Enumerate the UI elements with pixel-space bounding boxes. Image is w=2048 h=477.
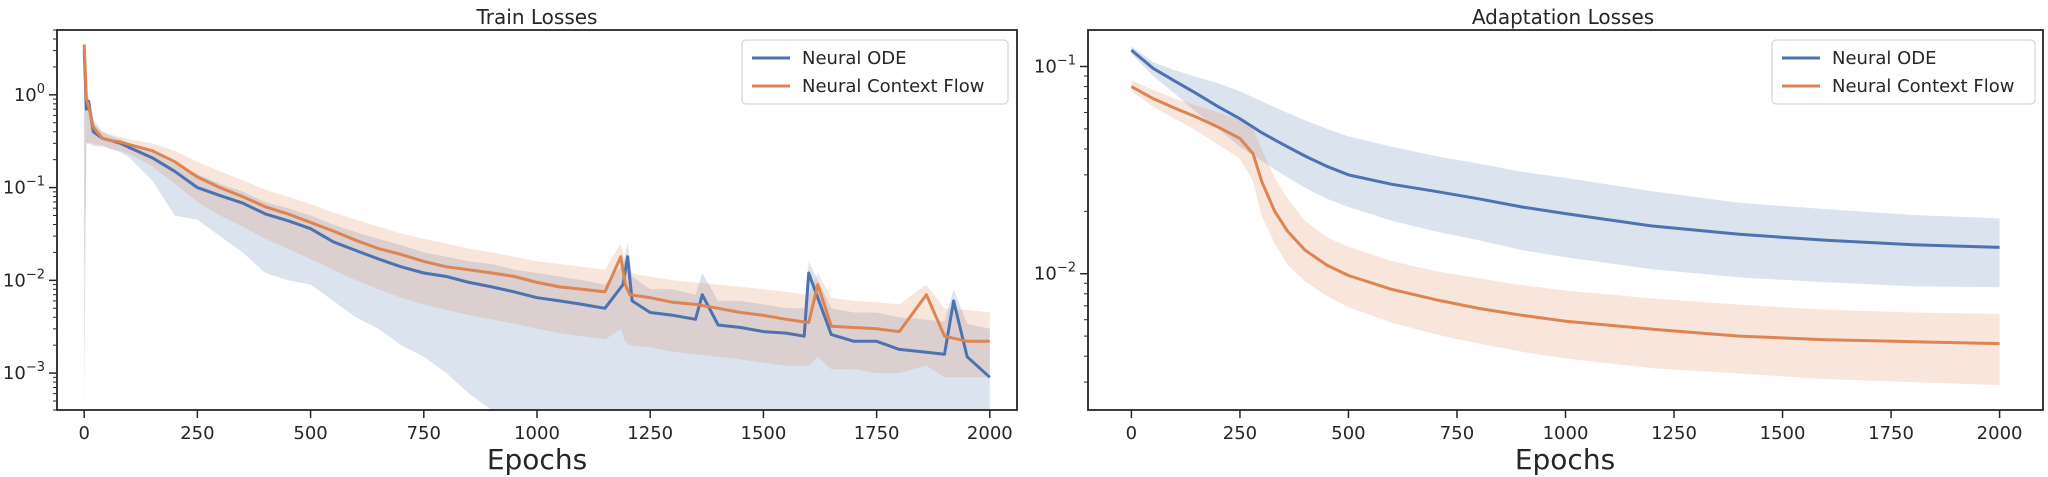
y-tick-label: 10−3 bbox=[3, 360, 45, 384]
x-tick-label: 1250 bbox=[1651, 423, 1697, 444]
x-tick-label: 1750 bbox=[1868, 423, 1914, 444]
chart-panel-adaptation-losses: Adaptation Losses 0 250 500 750 1000 1250 1500… bbox=[1034, 5, 2044, 476]
x-tick-label: 0 bbox=[78, 423, 89, 444]
band-neural-context-flow bbox=[1131, 80, 2000, 386]
x-tick-label: 1250 bbox=[627, 423, 673, 444]
legend: Neural ODE Neural Context Flow bbox=[1771, 39, 2036, 105]
chart-panel-train-losses: Train Losses 0 250 500 750 1000 1250 1500 1750 2… bbox=[3, 5, 1018, 476]
x-tick-label: 500 bbox=[1331, 423, 1365, 444]
x-tick-label: 2000 bbox=[1977, 423, 2023, 444]
x-tick-label: 750 bbox=[407, 423, 441, 444]
series-line-neural-context-flow bbox=[1130, 85, 2000, 346]
band-neural-ode bbox=[1131, 46, 2000, 288]
y-tick-label: 10−2 bbox=[3, 267, 45, 291]
y-tick-label: 10−1 bbox=[3, 175, 45, 199]
y-tick-label: 10−1 bbox=[1034, 53, 1076, 77]
series-line-neural-ode bbox=[1130, 48, 2000, 249]
axis-layer: 0 250 500 750 1000 1250 1500 1750 2000 10−1 10−2 bbox=[1034, 53, 2023, 444]
legend-box bbox=[741, 39, 1009, 105]
x-tick-label: 1000 bbox=[1543, 423, 1589, 444]
x-tick-label: 2000 bbox=[967, 423, 1013, 444]
band-neural-context-flow bbox=[84, 41, 990, 378]
legend-box bbox=[1771, 39, 2036, 105]
legend: Neural ODE Neural Context Flow bbox=[741, 39, 1009, 105]
x-tick-label: 750 bbox=[1440, 423, 1474, 444]
legend-label-neural-context-flow: Neural Context Flow bbox=[802, 76, 984, 97]
x-tick-label: 1500 bbox=[1760, 423, 1806, 444]
series-layer bbox=[1130, 46, 2000, 386]
series-line-neural-context-flow bbox=[82, 44, 990, 343]
x-axis-label: Epochs bbox=[1515, 443, 1615, 476]
x-tick-label: 250 bbox=[180, 423, 214, 444]
x-tick-label: 1750 bbox=[854, 423, 900, 444]
series-layer bbox=[82, 41, 991, 410]
x-tick-label: 250 bbox=[1223, 423, 1257, 444]
x-tick-label: 500 bbox=[293, 423, 327, 444]
legend-label-neural-ode: Neural ODE bbox=[802, 48, 907, 69]
legend-label-neural-context-flow: Neural Context Flow bbox=[1832, 76, 2014, 97]
axis-layer: 0 250 500 750 1000 1250 1500 1750 2000 100 10−1 10−… bbox=[3, 29, 1013, 444]
band-neural-ode bbox=[84, 44, 990, 410]
x-tick-label: 1000 bbox=[514, 423, 560, 444]
series-line-neural-ode bbox=[82, 50, 991, 379]
y-tick-label: 10−2 bbox=[1034, 261, 1076, 285]
legend-label-neural-ode: Neural ODE bbox=[1832, 48, 1937, 69]
x-tick-label: 0 bbox=[1126, 423, 1137, 444]
x-axis-label: Epochs bbox=[487, 443, 587, 476]
chart-title: Train Losses bbox=[476, 5, 598, 29]
x-tick-label: 1500 bbox=[741, 423, 787, 444]
chart-title: Adaptation Losses bbox=[1472, 5, 1654, 29]
y-tick-label: 100 bbox=[14, 82, 45, 106]
